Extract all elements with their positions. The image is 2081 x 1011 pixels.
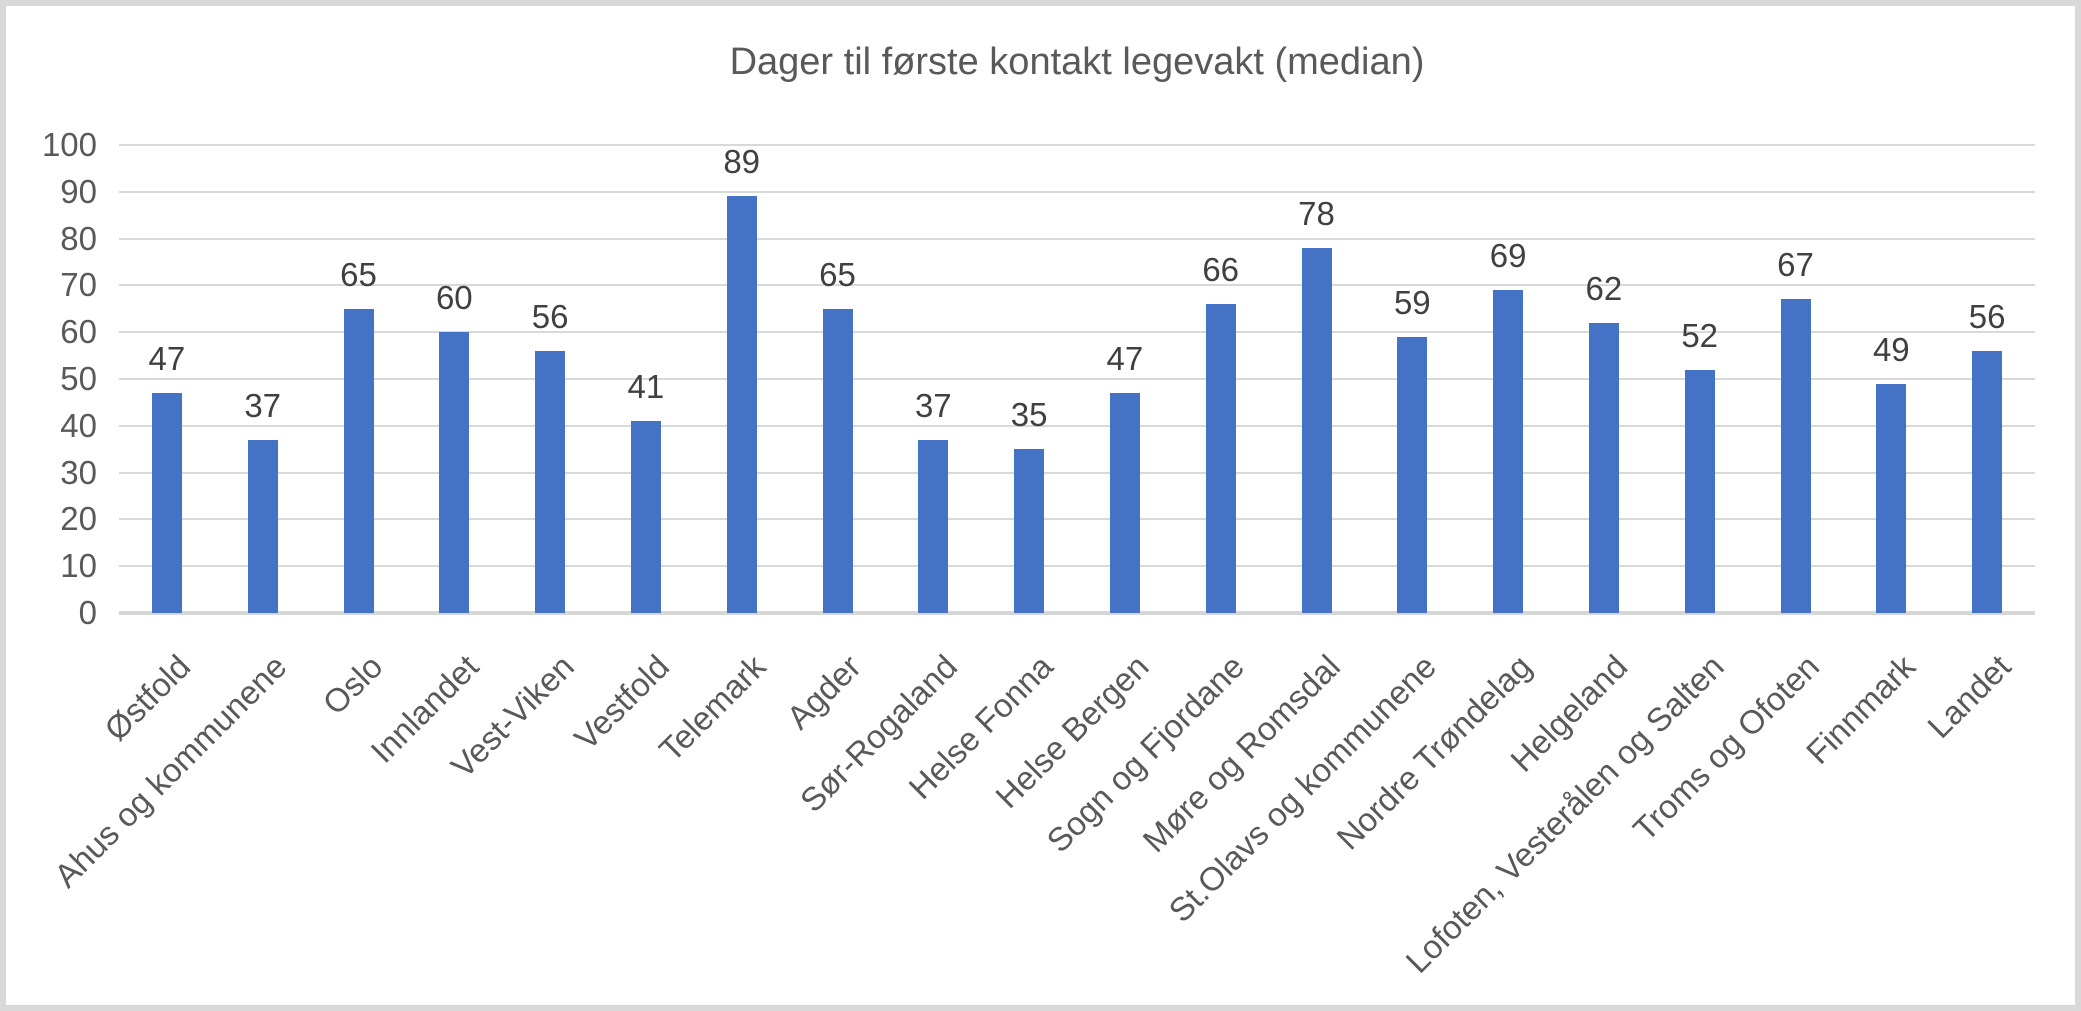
data-label: 65 [340, 255, 377, 293]
y-tick-label: 50 [60, 360, 97, 397]
bar [247, 439, 278, 613]
y-gridline [119, 424, 2035, 427]
data-label: 78 [1298, 194, 1335, 232]
bar [1972, 350, 2003, 613]
data-label: 49 [1872, 330, 1910, 368]
bar [1588, 322, 1619, 613]
data-label: 52 [1681, 316, 1719, 354]
data-label: 62 [1585, 269, 1623, 307]
data-label: 65 [819, 255, 856, 293]
data-label: 56 [1968, 297, 2006, 335]
data-label: 37 [914, 386, 952, 424]
data-label: 66 [1202, 251, 1240, 289]
y-gridline [119, 471, 2035, 474]
x-axis-line [119, 611, 2035, 615]
bar [918, 439, 949, 613]
data-label: 41 [627, 368, 665, 406]
bar [1014, 449, 1045, 613]
y-tick-label: 20 [60, 500, 97, 538]
bar [439, 332, 470, 613]
bar [1301, 247, 1332, 613]
bar [1780, 299, 1811, 613]
bar [343, 308, 374, 613]
data-label: 35 [1010, 396, 1048, 434]
data-label: 56 [531, 297, 569, 335]
bar [1684, 369, 1715, 613]
y-tick-label: 70 [60, 266, 97, 304]
y-tick-label: 100 [41, 126, 97, 163]
chart-title: Dager til første kontakt legevakt (media… [729, 41, 1425, 83]
y-gridline [119, 237, 2035, 240]
y-gridline [119, 190, 2035, 193]
y-tick-label: 40 [60, 406, 97, 444]
y-gridline [119, 284, 2035, 287]
data-label: 89 [723, 143, 761, 181]
y-gridline [119, 378, 2035, 380]
bar [1109, 393, 1140, 613]
data-label: 60 [435, 279, 473, 317]
data-label: 69 [1489, 237, 1527, 275]
bar [822, 308, 853, 613]
category-label: Landet [1920, 647, 2018, 746]
bar [151, 393, 182, 613]
y-tick-label: 90 [60, 172, 97, 210]
data-label: 37 [244, 386, 282, 424]
bar [535, 350, 566, 613]
bar [1397, 336, 1428, 613]
y-tick-label: 30 [60, 453, 97, 491]
bar [1493, 290, 1524, 613]
category-label: Oslo [315, 647, 390, 722]
y-tick-label: 60 [60, 313, 97, 351]
category-label: Agder [779, 647, 869, 737]
bar [726, 196, 757, 613]
y-gridline [119, 331, 2035, 334]
data-label: 47 [148, 340, 186, 378]
y-gridline [119, 518, 2035, 521]
y-tick-label: 80 [60, 219, 97, 257]
data-label: 67 [1777, 246, 1814, 284]
bar [1205, 304, 1236, 613]
category-label: Troms og Ofoten [1625, 647, 1827, 848]
y-tick-label: 10 [60, 547, 97, 585]
data-label: 59 [1393, 283, 1431, 321]
y-gridline [119, 565, 2035, 568]
y-gridline [119, 144, 2035, 146]
data-label: 47 [1106, 340, 1144, 378]
y-tick-label: 0 [78, 594, 97, 631]
bar [630, 421, 661, 613]
category-label: Telemark [651, 647, 773, 769]
bar [1876, 383, 1907, 613]
